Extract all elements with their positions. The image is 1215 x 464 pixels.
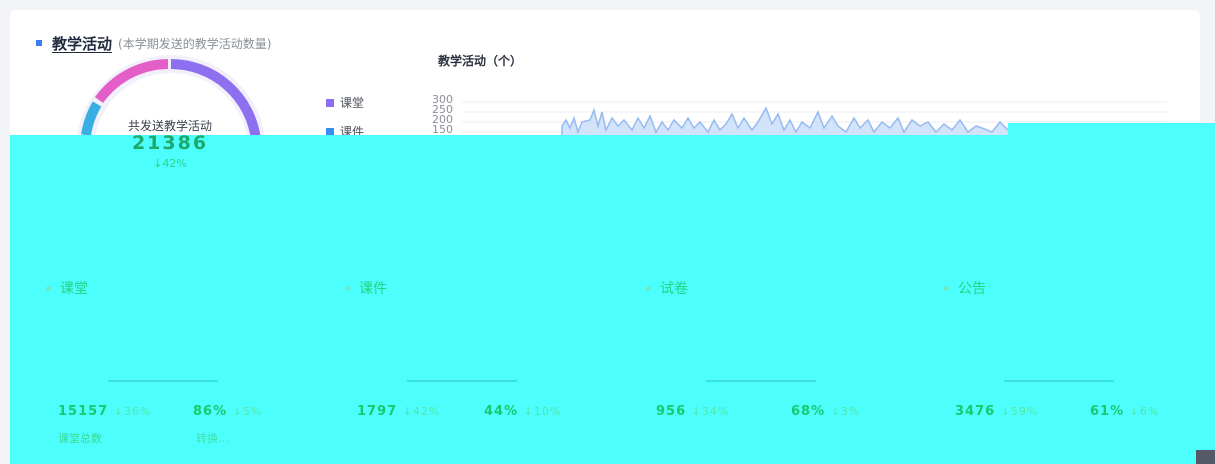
stat-pct-value: 86% [193,404,228,419]
overlay-top-band [1008,123,1215,135]
stat-title: 试卷 [660,281,688,297]
stat-count-change: ↓34% [691,405,730,418]
legend-item-classroom[interactable]: 课堂 [326,88,364,117]
stat-count: 15157 ↓36% [58,404,151,419]
section-marker-icon [36,40,42,46]
stat-pct-change: ↓6% [1129,405,1160,418]
stat-count-value: 956 [656,404,687,419]
stat-sub-note: 转换… [196,432,229,445]
overlay-region [10,123,1215,464]
bullet-icon [345,285,350,291]
stat-title: 公告 [958,281,986,297]
stat-count: 956 ↓34% [656,404,729,419]
donut-center-label: 共发送教学活动 [127,119,212,133]
bullet-icon [646,285,651,291]
stat-title: 课堂 [60,281,88,297]
stat-courseware-header: 课件 [345,278,387,298]
stat-count-change: ↓36% [113,405,152,418]
stat-count-value: 15157 [58,404,109,419]
section-header: 教学活动 (本学期发送的教学活动数量) [36,33,271,53]
stat-pct-value: 44% [484,404,519,419]
stat-divider [108,380,218,382]
stat-pct-change: ↓10% [523,405,562,418]
y-tick: 300 [432,93,453,106]
bullet-icon [46,285,51,291]
stat-percent: 86% ↓5% [193,404,262,419]
donut-segment-classroom[interactable] [170,59,261,141]
stat-exam-header: 试卷 [646,278,688,298]
stat-percent: 68% ↓3% [791,404,860,419]
stat-count-value: 1797 [357,404,398,419]
bullet-icon [944,285,949,291]
stat-pct-value: 68% [791,404,826,419]
line-chart-title: 教学活动（个） [438,54,523,68]
stat-divider [706,380,816,382]
stat-percent: 61% ↓6% [1090,404,1159,419]
legend-swatch [326,127,334,136]
stat-sub-label: 课堂总数 [58,432,102,445]
stat-divider [407,380,517,382]
stat-pct-change: ↓3% [830,405,861,418]
stat-count-change: ↓42% [402,405,441,418]
stat-count: 3476 ↓59% [955,404,1038,419]
stat-count: 1797 ↓42% [357,404,440,419]
legend-label: 课堂 [340,96,365,110]
stat-count-change: ↓59% [1000,405,1039,418]
stat-pct-change: ↓5% [232,405,263,418]
stat-classroom-header: 课堂 [46,278,88,298]
stat-announcement-header: 公告 [944,278,986,298]
scroll-corner [1196,450,1215,464]
stat-title: 课件 [359,281,387,297]
y-tick: 250 [432,103,453,116]
section-title[interactable]: 教学活动 [52,34,113,53]
donut-segment-announcement[interactable] [94,59,169,104]
legend-swatch [326,98,334,107]
donut-change: ↓42% [153,157,187,170]
y-tick: 200 [432,113,453,126]
donut-segment-courseware[interactable] [81,101,102,136]
stat-count-value: 3476 [955,404,996,419]
section-subtitle: (本学期发送的教学活动数量) [118,36,272,51]
y-tick: 150 [432,123,453,136]
stat-percent: 44% ↓10% [484,404,561,419]
stat-divider [1004,380,1114,382]
stat-pct-value: 61% [1090,404,1125,419]
donut-total: 21386 [131,132,209,154]
